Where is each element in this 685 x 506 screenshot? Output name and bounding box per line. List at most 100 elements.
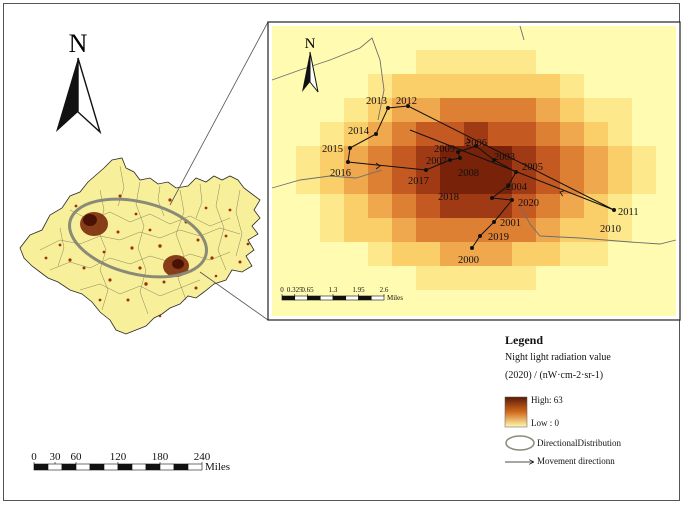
scale-tick-label: 1.95 — [352, 286, 365, 294]
centroid-point-2005 — [514, 170, 518, 174]
raster-cell — [608, 266, 632, 290]
centroid-label-2003: 2003 — [494, 152, 515, 163]
raster-cell — [512, 98, 536, 122]
inset-boundaries — [271, 25, 677, 245]
raster-cell — [272, 266, 296, 290]
scale-tick-label: 2.6 — [380, 286, 389, 294]
raster-cell — [488, 170, 512, 194]
scale-segment — [117, 463, 133, 471]
raster-cell — [536, 170, 560, 194]
raster-cell — [488, 26, 512, 50]
raster-cell — [536, 74, 560, 98]
raster-cell — [296, 122, 320, 146]
raster-cell — [560, 50, 584, 74]
raster-cell — [416, 26, 440, 50]
raster-cell — [536, 50, 560, 74]
raster-cell — [416, 170, 440, 194]
raster-cell — [584, 242, 608, 266]
raster-cell — [536, 290, 560, 314]
raster-cell — [416, 218, 440, 242]
raster-cell — [368, 218, 392, 242]
raster-cell — [632, 170, 656, 194]
raster-cell — [272, 26, 296, 50]
centroid-point-2020 — [510, 198, 514, 202]
centroid-label-2000: 2000 — [458, 255, 479, 266]
raster-cell — [464, 290, 488, 314]
study-region-map — [19, 157, 261, 335]
raster-cell — [632, 242, 656, 266]
centroid-label-2018: 2018 — [438, 192, 459, 203]
raster-cell — [560, 122, 584, 146]
urban-clusters — [80, 212, 189, 277]
centroid-label-2012: 2012 — [396, 96, 417, 107]
raster-cell — [608, 314, 632, 316]
centroid-point-2016 — [346, 160, 350, 164]
raster-cell — [440, 50, 464, 74]
legend-title: Legend — [505, 333, 544, 347]
raster-cell — [632, 98, 656, 122]
north-arrow-inset: N — [302, 36, 319, 93]
raster-cell — [368, 266, 392, 290]
raster-cell — [632, 50, 656, 74]
raster-cell — [656, 74, 676, 98]
raster-cell — [560, 242, 584, 266]
raster-cell — [320, 290, 344, 314]
raster-cell — [440, 170, 464, 194]
raster-cell — [464, 314, 488, 316]
raster-cell — [488, 242, 512, 266]
centroid-label-2005: 2005 — [522, 162, 543, 173]
raster-cell — [656, 50, 676, 74]
centroid-label-2015: 2015 — [322, 144, 343, 155]
raster-cell — [344, 218, 368, 242]
raster-cell — [392, 170, 416, 194]
raster-cell — [512, 242, 536, 266]
raster-cell — [344, 122, 368, 146]
raster-cell — [512, 314, 536, 316]
raster-cell — [320, 98, 344, 122]
raster-cell — [344, 290, 368, 314]
raster-cell — [584, 26, 608, 50]
raster-cell — [296, 266, 320, 290]
raster-cell — [320, 242, 344, 266]
raster-cell — [416, 74, 440, 98]
raster-cell — [272, 314, 296, 316]
raster-cell — [560, 314, 584, 316]
raster-cell — [344, 26, 368, 50]
raster-cell — [560, 194, 584, 218]
raster-cell — [440, 314, 464, 316]
raster-cell — [392, 50, 416, 74]
raster-cell — [296, 218, 320, 242]
inset-connector-lines — [169, 21, 269, 321]
raster-cell — [344, 98, 368, 122]
raster-cell — [536, 218, 560, 242]
legend-color-ramp — [504, 396, 528, 428]
raster-cell — [272, 50, 296, 74]
raster-cell — [392, 194, 416, 218]
raster-cell — [488, 314, 512, 316]
raster-cell — [584, 314, 608, 316]
scale-segment — [61, 463, 77, 471]
raster-cell — [656, 314, 676, 316]
raster-cell — [440, 242, 464, 266]
raster-cell — [464, 170, 488, 194]
raster-cell — [632, 266, 656, 290]
raster-cell — [320, 194, 344, 218]
raster-cell — [320, 74, 344, 98]
raster-cell — [416, 242, 440, 266]
north-arrow-main: N — [56, 29, 102, 135]
centroid-point-2014 — [374, 132, 378, 136]
scale-segment — [332, 295, 347, 301]
raster-cell — [272, 242, 296, 266]
centroid-label-2017: 2017 — [408, 176, 429, 187]
raster-cell — [296, 194, 320, 218]
raster-cell — [368, 170, 392, 194]
raster-cell — [656, 146, 676, 170]
raster-cell — [488, 50, 512, 74]
raster-cell — [584, 98, 608, 122]
raster-cell — [416, 290, 440, 314]
scale-segment — [307, 295, 321, 301]
raster-cell — [560, 98, 584, 122]
raster-cell — [296, 146, 320, 170]
